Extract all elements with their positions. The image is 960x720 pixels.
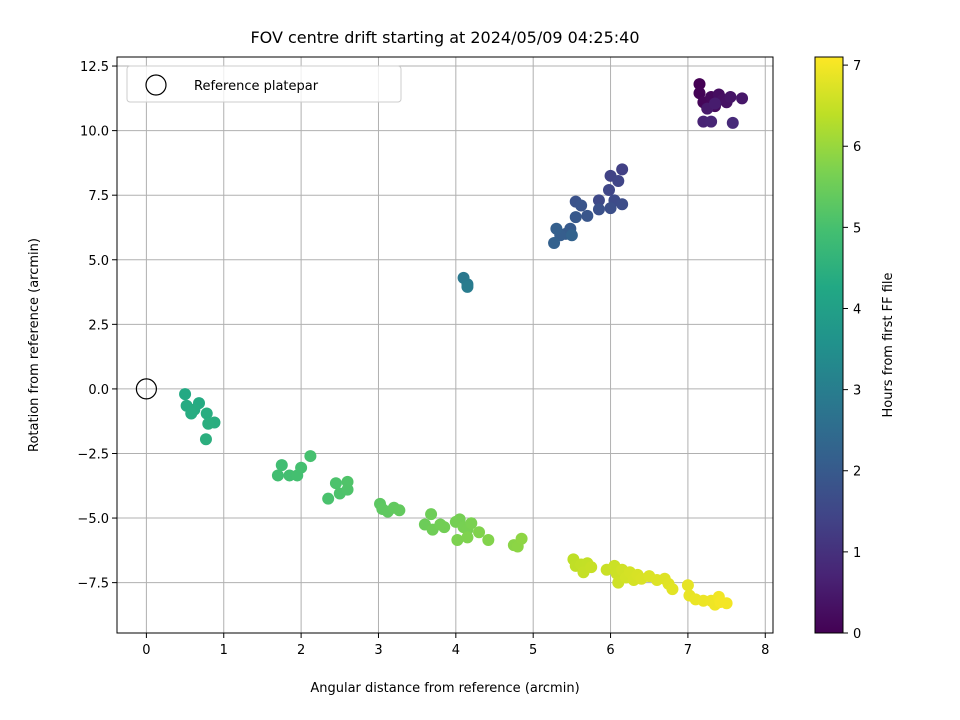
y-tick-label: 5.0 [88, 254, 109, 269]
data-point [592, 203, 605, 216]
data-point [693, 87, 706, 100]
y-tick-label: 0.0 [88, 383, 109, 398]
data-point [200, 407, 213, 420]
data-point [592, 194, 605, 207]
colorbar-tick-label: 7 [853, 59, 861, 74]
y-tick-label: 10.0 [80, 125, 109, 140]
data-point [565, 229, 578, 242]
data-point [482, 534, 495, 547]
y-tick-label: −5.0 [77, 512, 109, 527]
data-point [616, 198, 629, 211]
x-tick-label: 8 [761, 643, 769, 658]
data-point [461, 531, 474, 544]
colorbar-tick-label: 5 [853, 221, 861, 236]
y-tick-label: −2.5 [77, 447, 109, 462]
x-tick-label: 3 [374, 643, 382, 658]
data-point [329, 477, 342, 490]
data-points [135, 78, 749, 611]
data-point [569, 211, 582, 224]
data-point [681, 579, 694, 592]
x-tick-label: 7 [684, 643, 692, 658]
y-axis-label: Rotation from reference (arcmin) [27, 238, 42, 452]
data-point [604, 202, 617, 215]
data-point [575, 199, 588, 212]
grid [117, 57, 773, 633]
x-tick-label: 6 [606, 643, 614, 658]
colorbar-label: Hours from first FF file [881, 272, 896, 417]
data-point [550, 222, 563, 235]
colorbar-ticks: 0 1 2 3 4 5 6 7 [843, 59, 861, 642]
x-tick-label: 2 [297, 643, 305, 658]
data-point [295, 461, 308, 474]
colorbar-tick-label: 3 [853, 384, 861, 399]
data-point [185, 407, 198, 420]
x-axis-label: Angular distance from reference (arcmin) [310, 681, 579, 696]
data-point [714, 596, 727, 609]
colorbar-tick-label: 2 [853, 465, 861, 480]
plot-area-frame [116, 56, 774, 634]
data-point [724, 91, 737, 104]
legend-box [126, 65, 402, 103]
data-point [693, 78, 706, 91]
colorbar-tick-label: 4 [853, 302, 861, 317]
data-point [199, 433, 212, 446]
data-point [666, 583, 679, 596]
data-point [275, 459, 288, 472]
y-tick-label: −7.5 [77, 577, 109, 592]
data-point [515, 532, 528, 545]
chart-title: FOV centre drift starting at 2024/05/09 … [250, 28, 639, 47]
data-point [708, 97, 721, 110]
data-point [603, 184, 615, 197]
data-point [322, 492, 335, 505]
data-point [179, 388, 192, 401]
data-point [726, 116, 739, 129]
data-point [581, 209, 594, 222]
data-point [465, 517, 478, 530]
colorbar-tick-label: 1 [853, 546, 861, 561]
x-tick-label: 5 [529, 643, 537, 658]
axis-ticks: 0 1 2 3 4 5 6 7 8 −7.5 −5.0 −2.5 0.0 2.5 5.0 7.5 10.0 12.… [77, 60, 769, 658]
x-tick-label: 4 [452, 643, 460, 658]
data-point [473, 526, 486, 539]
data-point [585, 561, 598, 574]
data-point [341, 475, 354, 488]
data-point [393, 504, 406, 517]
y-tick-label: 12.5 [80, 60, 109, 75]
data-point [271, 469, 284, 482]
colorbar: 0 1 2 3 4 5 6 7 Hours from first FF file [814, 56, 896, 642]
x-tick-label: 0 [142, 643, 150, 658]
x-tick-label: 1 [220, 643, 228, 658]
legend: Reference platepar [126, 65, 402, 103]
data-point [616, 163, 629, 176]
data-point [461, 280, 474, 293]
reference-platepar-marker [135, 378, 157, 400]
colorbar-gradient [814, 56, 844, 634]
data-point [304, 450, 317, 463]
data-point [451, 534, 464, 547]
y-tick-label: 7.5 [88, 189, 109, 204]
y-tick-label: 2.5 [88, 318, 109, 333]
colorbar-tick-label: 6 [853, 140, 861, 155]
data-point [548, 236, 561, 249]
data-point [736, 92, 749, 105]
data-point [425, 508, 438, 521]
data-point [438, 521, 451, 534]
colorbar-tick-label: 0 [853, 627, 861, 642]
data-point [202, 417, 215, 430]
legend-reference-marker [145, 74, 167, 96]
data-point [705, 115, 718, 128]
data-point [612, 174, 625, 187]
legend-reference-label: Reference platepar [194, 79, 319, 94]
